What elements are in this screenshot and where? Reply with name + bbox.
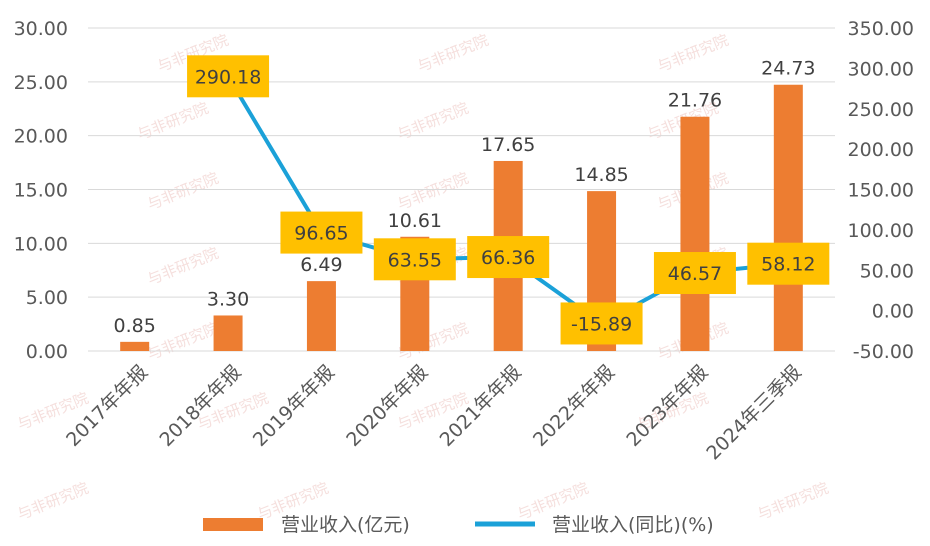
watermark-text: 与非研究院 [145, 244, 221, 289]
right-tick-label: 250.00 [848, 99, 914, 121]
watermark-text: 与非研究院 [145, 169, 221, 214]
bar-data-label: 17.65 [481, 134, 535, 156]
legend-line-label: 营业收入(同比)(%) [552, 514, 714, 536]
left-tick-label: 25.00 [14, 72, 68, 94]
right-axis: -50.00 0.00 50.00 100.00 150.00 200.00 250.00 3… [848, 18, 914, 363]
right-tick-label: 200.00 [848, 139, 914, 161]
line-label-text: 290.18 [195, 66, 261, 88]
watermark-text: 与非研究院 [145, 319, 221, 364]
line-label-text: -15.89 [571, 313, 632, 335]
x-tick-label: 2022年年报 [529, 361, 619, 451]
x-tick-label: 2024年三季报 [702, 361, 805, 464]
bar-data-label: 14.85 [574, 164, 628, 186]
legend-bar-swatch [203, 518, 263, 531]
watermark-text: 与非研究院 [15, 479, 91, 524]
line-label-box [560, 302, 643, 345]
bar-data-label: 10.61 [388, 210, 442, 232]
bar-data-label: 3.30 [207, 288, 249, 310]
line-label-box [653, 252, 736, 295]
left-tick-label: 0.00 [26, 341, 68, 363]
watermark-text: 与非研究院 [655, 31, 731, 76]
right-tick-label: 300.00 [848, 58, 914, 80]
watermark-text: 与非研究院 [755, 479, 831, 524]
right-tick-label: 50.00 [860, 260, 914, 282]
line-data-label: 46.57 [653, 252, 736, 295]
bar [680, 116, 710, 351]
line-label-box [373, 238, 456, 281]
line-label-text: 46.57 [668, 263, 722, 285]
line-labels: 290.18 96.65 63.55 66.36 -15.89 46.57 58.12 [187, 55, 830, 345]
line-label-text: 58.12 [761, 254, 815, 276]
line-data-label: 290.18 [187, 55, 270, 98]
watermark-text: 与非研究院 [395, 169, 471, 214]
bar [306, 281, 336, 351]
bar-data-label: 21.76 [668, 90, 722, 112]
bar-data-label: 6.49 [300, 254, 342, 276]
gridlines [88, 27, 835, 352]
bar-data-label: 0.85 [114, 315, 156, 337]
line-label-box [747, 242, 830, 285]
line-label-box [467, 236, 550, 279]
bar [773, 84, 803, 352]
bar-series [120, 84, 803, 352]
line-label-box [187, 55, 270, 98]
right-tick-label: -50.00 [853, 341, 914, 363]
line-data-label: 63.55 [373, 238, 456, 281]
right-tick-label: 350.00 [848, 18, 914, 40]
line-data-label: 96.65 [280, 211, 363, 254]
right-tick-label: 150.00 [848, 180, 914, 202]
line-label-box [280, 211, 363, 254]
line-data-label: 66.36 [467, 236, 550, 279]
watermark-text: 与非研究院 [415, 31, 491, 76]
line-label-text: 66.36 [481, 247, 535, 269]
line-data-label: 58.12 [747, 242, 830, 285]
watermark-text: 与非研究院 [135, 99, 211, 144]
left-tick-label: 30.00 [14, 18, 68, 40]
line-data-label: -15.89 [560, 302, 643, 345]
bar-data-label: 24.73 [761, 58, 815, 80]
left-tick-label: 5.00 [26, 287, 68, 309]
legend: 营业收入(亿元) 营业收入(同比)(%) [203, 514, 714, 536]
right-tick-label: 100.00 [848, 220, 914, 242]
bar [120, 341, 150, 351]
bar-labels: 0.85 3.30 6.49 10.61 17.65 14.85 21.76 24.73 [114, 58, 816, 337]
left-axis: 0.00 5.00 10.00 15.00 20.00 25.00 30.00 [14, 18, 68, 363]
legend-bar-label: 营业收入(亿元) [281, 514, 410, 536]
line-label-text: 96.65 [294, 223, 348, 245]
right-tick-label: 0.00 [872, 301, 914, 323]
line-label-text: 63.55 [388, 249, 442, 271]
x-tick-label: 2020年年报 [342, 361, 432, 451]
left-tick-label: 20.00 [14, 126, 68, 148]
bar [213, 315, 243, 351]
left-tick-label: 15.00 [14, 180, 68, 202]
left-tick-label: 10.00 [14, 233, 68, 255]
watermark-text: 与非研究院 [395, 99, 471, 144]
